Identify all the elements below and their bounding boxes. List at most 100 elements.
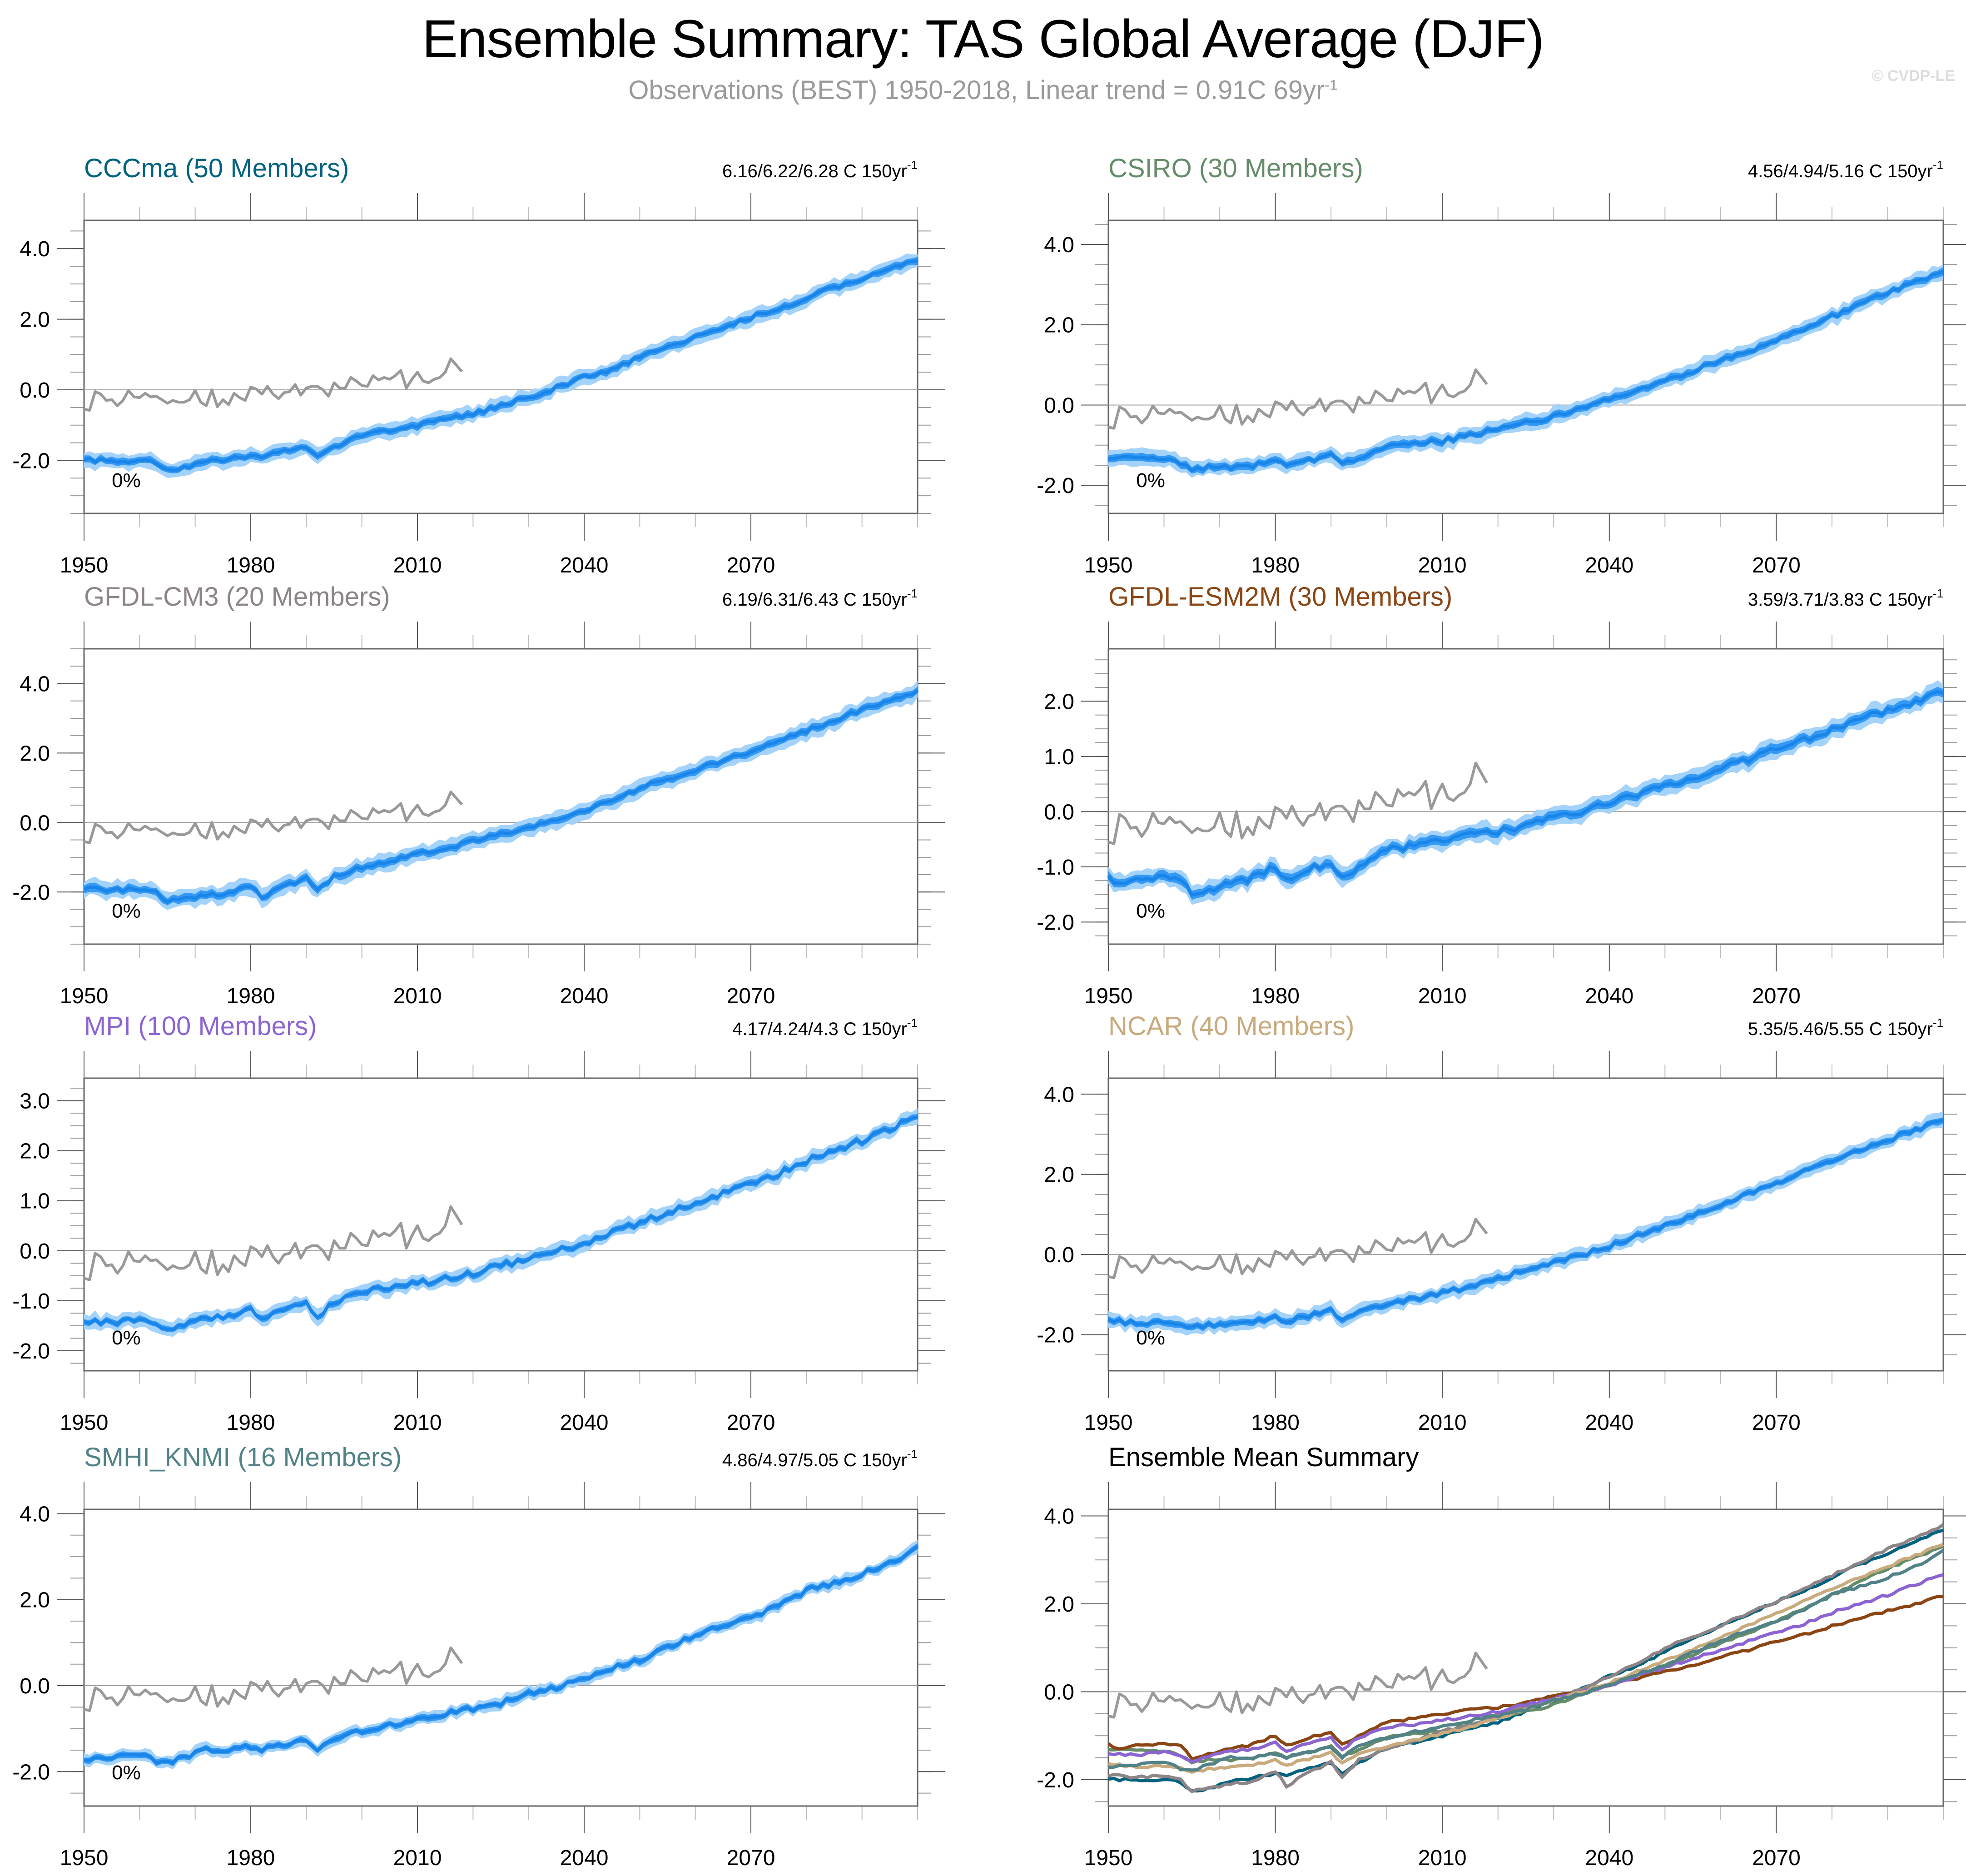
panel-csiro: CSIRO (30 Members) 4.56/4.94/5.16 C 150yr… — [1037, 154, 1966, 577]
x-tick-label: 1950 — [1084, 1846, 1133, 1870]
observations-line — [1108, 761, 1488, 845]
ensemble-mean-line — [83, 689, 919, 904]
plot-frame — [1107, 219, 1944, 514]
panel-title: CSIRO (30 Members) — [1108, 154, 1363, 183]
ensemble-range-band — [84, 681, 918, 910]
x-tick-label: 1980 — [1251, 553, 1300, 577]
y-tick-label: 0.0 — [20, 1674, 50, 1698]
panel-title: MPI (100 Members) — [84, 1011, 317, 1041]
y-tick-label: -2.0 — [12, 449, 50, 473]
x-tick-label: 2010 — [1418, 984, 1467, 1008]
x-tick-label: 2040 — [1585, 1411, 1633, 1435]
percent-label: 0% — [112, 469, 141, 492]
plot-frame — [83, 1077, 918, 1372]
x-tick-label: 2010 — [393, 1846, 442, 1870]
summary-line-csiro — [1108, 1544, 1944, 1765]
x-tick-label: 1950 — [60, 1411, 109, 1435]
subtitle-text: Observations (BEST) 1950-2018, Linear tr… — [628, 75, 1325, 105]
y-tick-label: 0.0 — [20, 811, 50, 835]
y-tick-label: -2.0 — [1037, 911, 1074, 935]
ensemble-mean-line — [1107, 1118, 1944, 1330]
observations-line — [84, 791, 463, 844]
observations-line — [84, 357, 463, 412]
y-tick-label: 2.0 — [1044, 1592, 1074, 1617]
ensemble-mean-line — [84, 1115, 918, 1332]
y-tick-label: -2.0 — [12, 881, 50, 905]
ensemble-range-band — [1108, 680, 1943, 905]
y-tick-label: 1.0 — [1044, 745, 1074, 769]
y-tick-label: -2.0 — [1037, 474, 1074, 498]
percent-label: 0% — [1136, 469, 1165, 492]
ensemble-interquartile-band — [1108, 267, 1943, 474]
y-tick-label: 4.0 — [1044, 1083, 1074, 1107]
y-tick-label: 4.0 — [20, 672, 50, 696]
y-tick-label: -1.0 — [1037, 856, 1074, 880]
percent-label: 0% — [112, 1327, 141, 1349]
panel-gfdl-esm2m: GFDL-ESM2M (30 Members) 3.59/3.71/3.83 C … — [1037, 582, 1966, 1008]
summary-line-ncar — [1108, 1543, 1944, 1774]
plot-frame — [1107, 1077, 1944, 1372]
x-tick-label: 1950 — [1084, 553, 1133, 577]
plot-frame — [83, 1508, 918, 1807]
x-tick-label: 2070 — [727, 553, 775, 577]
ensemble-range-band — [84, 1108, 918, 1337]
panel-mpi: MPI (100 Members) 4.17/4.24/4.3 C 150yr-1… — [12, 1011, 945, 1435]
percent-label: 0% — [112, 900, 141, 922]
x-tick-label: 2070 — [1752, 1846, 1801, 1870]
y-tick-label: 0.0 — [1044, 393, 1074, 418]
y-tick-label: 2.0 — [20, 1140, 50, 1164]
x-tick-label: 2040 — [1585, 1846, 1633, 1870]
y-tick-label: -1.0 — [12, 1289, 50, 1314]
y-tick-label: 4.0 — [20, 237, 50, 261]
x-tick-label: 1980 — [1251, 984, 1300, 1008]
x-tick-label: 2070 — [1752, 984, 1801, 1008]
y-tick-label: -2.0 — [12, 1339, 50, 1363]
ensemble-interquartile-band — [1108, 1117, 1943, 1331]
x-tick-label: 1980 — [227, 553, 275, 577]
y-tick-label: 2.0 — [20, 308, 50, 332]
ensemble-mean-line — [84, 1545, 918, 1765]
x-tick-label: 2070 — [727, 1846, 775, 1870]
y-tick-label: 1.0 — [20, 1189, 50, 1214]
y-tick-label: 4.0 — [1044, 233, 1074, 257]
x-tick-label: 2010 — [393, 553, 442, 577]
ensemble-range-band — [84, 253, 918, 478]
x-tick-label: 2070 — [1752, 1411, 1801, 1435]
y-tick-label: -2.0 — [1037, 1324, 1074, 1348]
trend-label: 6.16/6.22/6.28 C 150yr-1 — [722, 158, 918, 181]
x-tick-label: 2040 — [560, 1411, 609, 1435]
x-tick-label: 1950 — [60, 1846, 109, 1870]
plot-frame — [1107, 648, 1944, 945]
y-tick-label: 0.0 — [1044, 1243, 1074, 1267]
ensemble-interquartile-band — [84, 257, 918, 473]
y-tick-label: 2.0 — [1044, 1163, 1074, 1187]
trend-label: 4.17/4.24/4.3 C 150yr-1 — [732, 1016, 918, 1039]
y-tick-label: 2.0 — [20, 741, 50, 766]
ensemble-range-band — [84, 1540, 918, 1770]
panel-title: GFDL-CM3 (20 Members) — [84, 582, 390, 612]
panel-title: CCCma (50 Members) — [84, 154, 349, 183]
y-tick-label: 4.0 — [20, 1502, 50, 1526]
x-tick-label: 2070 — [727, 984, 775, 1008]
x-tick-label: 1980 — [227, 984, 275, 1008]
ensemble-interquartile-band — [1108, 687, 1943, 900]
y-tick-label: 2.0 — [1044, 313, 1074, 338]
trend-label: 5.35/5.46/5.55 C 150yr-1 — [1748, 1016, 1943, 1039]
x-tick-label: 2070 — [1752, 553, 1801, 577]
x-tick-label: 1950 — [60, 984, 109, 1008]
trend-label: 4.56/4.94/5.16 C 150yr-1 — [1748, 158, 1943, 181]
y-tick-label: 0.0 — [20, 378, 50, 403]
panel-gfdl-cm3: GFDL-CM3 (20 Members) 6.19/6.31/6.43 C 15… — [12, 582, 945, 1008]
ensemble-mean-line — [1108, 270, 1944, 473]
y-tick-label: 0.0 — [1044, 800, 1074, 824]
plot-frame — [83, 648, 918, 945]
observations-line — [1108, 368, 1488, 430]
panel-title: NCAR (40 Members) — [1108, 1011, 1354, 1041]
ensemble-range-band — [1108, 264, 1943, 478]
plot-frame — [83, 219, 918, 514]
x-tick-label: 1980 — [227, 1411, 275, 1435]
x-tick-label: 2040 — [560, 1846, 609, 1870]
x-tick-label: 2040 — [560, 553, 609, 577]
panel-title: GFDL-ESM2M (30 Members) — [1108, 582, 1452, 612]
